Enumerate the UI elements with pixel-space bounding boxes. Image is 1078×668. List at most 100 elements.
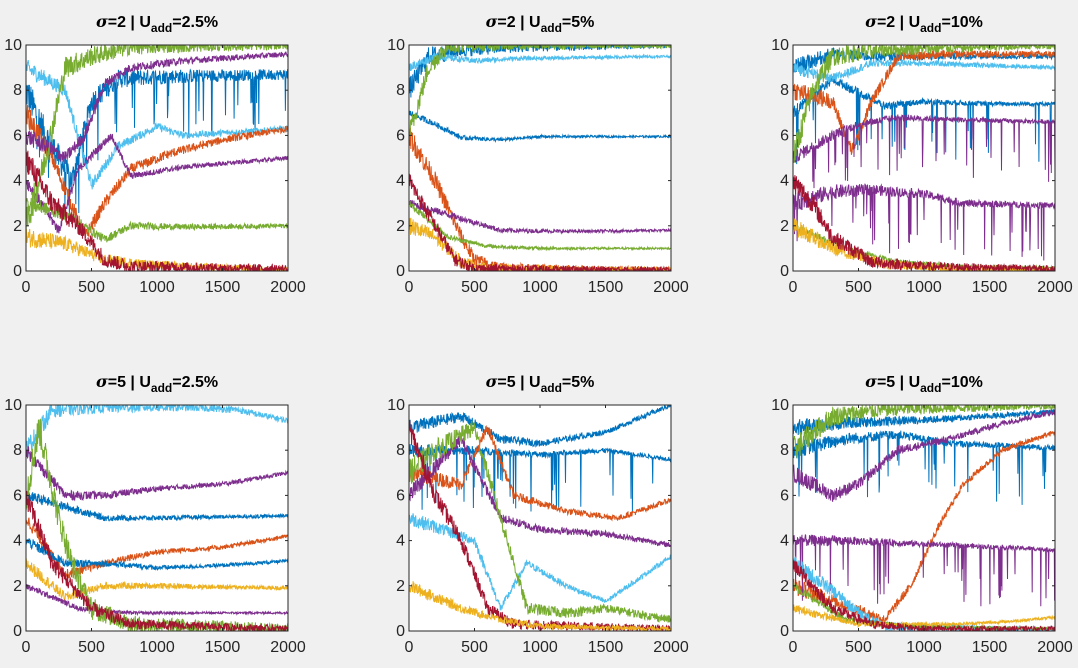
x-tick-label: 1000 <box>906 279 942 296</box>
series-line-3 <box>409 52 671 72</box>
series-line-3 <box>26 102 288 239</box>
series-line-7 <box>793 405 1055 459</box>
series-line-1 <box>26 405 288 458</box>
title-main: =2 | U <box>877 14 920 31</box>
title-suffix: =5% <box>562 374 594 391</box>
y-tick-label: 4 <box>780 173 789 190</box>
x-tick-label: 2000 <box>270 279 306 296</box>
x-tick-label: 0 <box>789 639 798 656</box>
x-tick-label: 0 <box>789 279 798 296</box>
x-tick-label: 0 <box>22 279 31 296</box>
series-line-5 <box>26 538 288 571</box>
title-symbol: σ <box>865 12 877 31</box>
x-tick-label: 500 <box>461 279 488 296</box>
series-line-2 <box>26 59 288 190</box>
series-line-1 <box>409 405 671 448</box>
y-tick-label: 2 <box>13 218 22 235</box>
x-tick-label: 1500 <box>205 639 241 656</box>
y-tick-label: 6 <box>396 127 405 144</box>
x-tick-label: 1500 <box>972 279 1008 296</box>
series-line-8 <box>409 581 671 631</box>
series-line-9 <box>26 147 288 271</box>
title-subscript: add <box>920 381 941 395</box>
x-tick-label: 500 <box>78 639 105 656</box>
series-line-6 <box>26 45 288 241</box>
panel-6: 0 2 4 6 8 10 0 500 1000 1500 2000 σ=5 | Uadd=10% <box>771 372 1073 656</box>
series-line-5 <box>409 199 671 235</box>
y-tick-label: 0 <box>780 623 789 640</box>
y-tick-label: 4 <box>396 533 405 550</box>
title-subscript: add <box>920 21 941 35</box>
series-traces <box>793 45 1055 271</box>
y-tick-label: 10 <box>771 37 789 54</box>
series-line-5 <box>26 51 288 165</box>
series-line-5 <box>793 113 1055 189</box>
y-tick-label: 4 <box>396 173 405 190</box>
x-tick-label: 2000 <box>1037 279 1073 296</box>
series-line-6 <box>793 183 1055 261</box>
series-line-3 <box>409 424 671 522</box>
x-tick-label: 500 <box>78 279 105 296</box>
title-main: =5 | U <box>497 374 540 391</box>
series-line-6 <box>26 557 288 601</box>
panel-title: σ=2 | Uadd=5% <box>486 12 595 35</box>
title-symbol: σ <box>486 372 498 391</box>
x-tick-label: 1000 <box>139 639 175 656</box>
title-suffix: =10% <box>941 374 982 391</box>
series-line-5 <box>793 534 1055 607</box>
x-tick-label: 500 <box>461 639 488 656</box>
series-line-4 <box>793 49 1055 155</box>
x-tick-label: 1500 <box>588 639 624 656</box>
x-tick-label: 2000 <box>653 639 689 656</box>
x-tick-label: 1000 <box>906 639 942 656</box>
x-tick-label: 1000 <box>522 639 558 656</box>
title-symbol: σ <box>486 12 498 31</box>
y-tick-label: 10 <box>4 397 22 414</box>
y-tick-label: 0 <box>780 263 789 280</box>
series-line-7 <box>793 45 1055 164</box>
title-symbol: σ <box>96 12 108 31</box>
panel-4: 0 2 4 6 8 10 0 500 1000 1500 2000 σ=5 | Uadd=2.5% <box>4 372 306 656</box>
x-tick-label: 0 <box>405 279 414 296</box>
x-tick-label: 1500 <box>205 279 241 296</box>
y-tick-label: 8 <box>780 82 789 99</box>
y-tick-label: 8 <box>780 442 789 459</box>
y-tick-label: 2 <box>396 578 405 595</box>
x-tick-label: 0 <box>22 639 31 656</box>
series-line-3 <box>26 491 288 523</box>
x-tick-label: 1500 <box>972 639 1008 656</box>
panel-title: σ=5 | Uadd=10% <box>865 372 983 395</box>
title-subscript: add <box>151 381 172 395</box>
y-tick-label: 10 <box>4 37 22 54</box>
title-main: =5 | U <box>108 374 151 391</box>
y-tick-label: 8 <box>396 442 405 459</box>
series-line-2 <box>409 110 671 143</box>
title-subscript: add <box>541 21 562 35</box>
panel-title: σ=5 | Uadd=2.5% <box>96 372 218 395</box>
x-tick-label: 2000 <box>653 279 689 296</box>
x-tick-label: 2000 <box>270 639 306 656</box>
series-line-7 <box>26 584 288 617</box>
series-line-10 <box>793 557 1055 631</box>
title-main: =2 | U <box>497 14 540 31</box>
x-tick-label: 500 <box>845 279 872 296</box>
series-line-3 <box>793 58 1055 83</box>
axes-background <box>409 45 671 271</box>
title-subscript: add <box>541 381 562 395</box>
panel-title: σ=2 | Uadd=2.5% <box>96 12 218 35</box>
y-tick-label: 4 <box>13 533 22 550</box>
series-traces <box>409 405 671 631</box>
y-tick-label: 2 <box>780 218 789 235</box>
panel-3: 0 2 4 6 8 10 0 500 1000 1500 2000 σ=2 | Uadd=10% <box>771 12 1073 296</box>
series-line-4 <box>26 133 288 234</box>
y-tick-label: 4 <box>780 533 789 550</box>
series-traces <box>793 405 1055 631</box>
y-tick-label: 0 <box>396 623 405 640</box>
y-tick-label: 4 <box>13 173 22 190</box>
x-tick-label: 1500 <box>588 279 624 296</box>
title-main: =2 | U <box>108 14 151 31</box>
series-line-6 <box>409 420 671 624</box>
x-tick-label: 0 <box>405 639 414 656</box>
series-line-9 <box>793 604 1055 629</box>
